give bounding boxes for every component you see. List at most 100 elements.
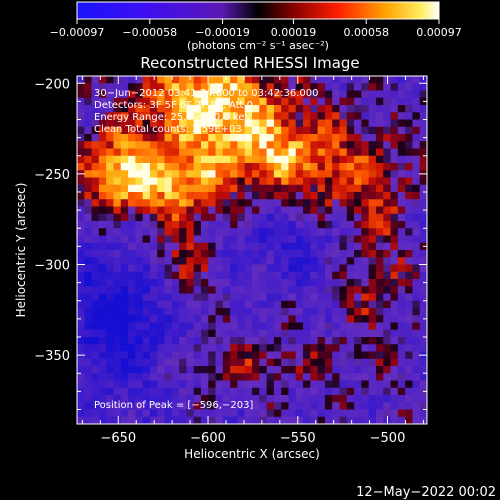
heatmap-cell (266, 177, 275, 186)
heatmap-cell (252, 416, 260, 425)
heatmap-cell (332, 155, 340, 164)
heatmap-cell (164, 329, 173, 338)
heatmap-cell (324, 228, 333, 236)
heatmap-cell (361, 242, 370, 251)
heatmap-cell (208, 395, 216, 403)
heatmap-cell (368, 337, 377, 345)
heatmap-cell (354, 126, 362, 135)
heatmap-cell (383, 286, 391, 294)
heatmap-cell (120, 308, 129, 316)
heatmap-cell (157, 177, 165, 186)
heatmap-cell (230, 402, 238, 410)
heatmap-cell (252, 112, 260, 120)
heatmap-cell (149, 300, 158, 309)
heatmap-cell (346, 264, 355, 273)
heatmap-cell (237, 293, 246, 302)
heatmap-cell (237, 409, 246, 418)
heatmap-cell (142, 409, 151, 418)
heatmap-cell (324, 416, 333, 425)
heatmap-cell (84, 351, 92, 360)
heatmap-cell (244, 279, 253, 287)
heatmap-cell (193, 184, 202, 193)
heatmap-cell (222, 221, 231, 229)
heatmap-cell (77, 300, 85, 309)
heatmap-cell (339, 308, 348, 316)
heatmap-cell (288, 337, 297, 345)
heatmap-cell (230, 387, 238, 396)
heatmap-cell (171, 199, 180, 207)
heatmap-cell (106, 344, 114, 352)
heatmap-cell (419, 395, 428, 403)
heatmap-cell (419, 373, 428, 381)
heatmap-cell (405, 344, 413, 352)
heatmap-cell (339, 358, 348, 367)
heatmap-cell (419, 293, 428, 302)
heatmap-cell (77, 221, 85, 229)
heatmap-cell (128, 344, 136, 352)
heatmap-cell (171, 271, 180, 280)
y-tick-label: −300 (34, 259, 70, 274)
heatmap-cell (288, 416, 297, 425)
heatmap-cell (142, 395, 151, 403)
heatmap-cell (164, 112, 173, 120)
heatmap-cell (200, 257, 209, 265)
heatmap-cell (383, 177, 391, 186)
heatmap-cell (208, 308, 216, 316)
heatmap-cell (361, 264, 370, 273)
heatmap-cell (317, 235, 326, 244)
heatmap-cell (266, 279, 275, 287)
heatmap-cell (317, 300, 326, 309)
heatmap-cell (252, 221, 260, 229)
heatmap-cell (149, 90, 158, 99)
heatmap-cell (77, 83, 85, 91)
heatmap-cell (375, 329, 384, 338)
heatmap-cell (113, 271, 122, 280)
heatmap-cell (91, 337, 100, 345)
heatmap-cell (368, 163, 377, 171)
heatmap-cell (332, 126, 340, 135)
heatmap-cell (128, 366, 136, 374)
heatmap-cell (91, 228, 100, 236)
heatmap-cell (157, 395, 165, 403)
heatmap-cell (179, 308, 187, 316)
heatmap-cell (171, 308, 180, 316)
heatmap-cell (368, 322, 377, 331)
heatmap-cell (237, 184, 246, 193)
heatmap-cell (412, 126, 421, 135)
heatmap-cell (346, 199, 355, 207)
heatmap-cell (375, 380, 384, 389)
heatmap-cell (193, 271, 202, 280)
heatmap-cell (171, 90, 180, 99)
heatmap-cell (288, 213, 297, 222)
heatmap-cell (149, 271, 158, 280)
heatmap-cell (295, 279, 304, 287)
heatmap-cell (281, 300, 289, 309)
heatmap-cell (215, 293, 224, 302)
heatmap-cell (164, 358, 173, 367)
heatmap-cell (157, 155, 165, 164)
heatmap-cell (405, 235, 413, 244)
heatmap-cell (368, 257, 377, 265)
heatmap-cell (288, 315, 297, 323)
heatmap-cell (281, 409, 289, 418)
heatmap-cell (339, 163, 348, 171)
heatmap-cell (390, 134, 399, 142)
heatmap-cell (200, 242, 209, 251)
heatmap-cell (91, 264, 100, 273)
heatmap-cell (208, 163, 216, 171)
heatmap-cell (244, 293, 253, 302)
heatmap-cell (135, 315, 144, 323)
heatmap-cell (230, 257, 238, 265)
heatmap-cell (310, 337, 319, 345)
heatmap-cell (230, 315, 238, 323)
heatmap-cell (405, 105, 413, 113)
heatmap-cell (361, 119, 370, 128)
heatmap-cell (419, 308, 428, 316)
heatmap-cell (230, 76, 238, 84)
colorbar-tick-label: 0.00019 (271, 26, 317, 39)
heatmap-cell (215, 199, 224, 207)
heatmap-cell (193, 351, 202, 360)
heatmap-cell (200, 119, 209, 128)
heatmap-cell (77, 126, 85, 135)
heatmap-cell (281, 105, 289, 113)
